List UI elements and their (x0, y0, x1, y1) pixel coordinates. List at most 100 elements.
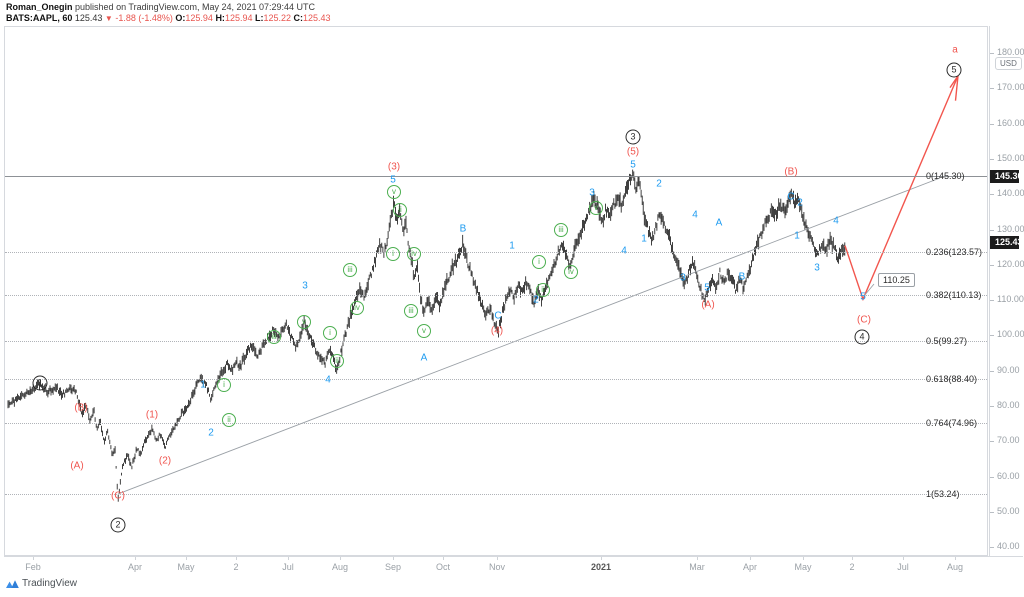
symbol-label[interactable]: BATS:AAPL, 60 (6, 13, 73, 23)
wave-label[interactable]: (B) (784, 166, 798, 178)
wave-label[interactable]: i (532, 255, 546, 269)
projected-path-arrow[interactable] (844, 75, 959, 302)
price-tick-label: 40.00 (997, 541, 1020, 552)
wave-label[interactable]: i (323, 326, 337, 340)
wave-label[interactable]: 5 (390, 174, 396, 186)
price-tick-mark (990, 158, 994, 160)
fibonacci-level-line[interactable] (5, 423, 987, 424)
wave-label[interactable]: 1 (509, 240, 515, 252)
fibonacci-level-label: 0.764(74.96) (926, 418, 978, 428)
wave-label[interactable]: C (494, 310, 502, 322)
wave-label[interactable]: 4 (325, 374, 331, 386)
rising-trendline[interactable] (117, 177, 941, 495)
fibonacci-level-line[interactable] (5, 252, 987, 253)
wave-label[interactable]: ii (393, 203, 407, 217)
time-axis-label: May (794, 562, 812, 572)
wave-label[interactable]: iv (350, 301, 364, 315)
wave-label[interactable]: i (386, 247, 400, 261)
wave-label[interactable]: iv (407, 247, 421, 261)
fibonacci-level-line[interactable] (5, 494, 987, 495)
fibonacci-level-line[interactable] (5, 379, 987, 380)
wave-label[interactable]: (A) (701, 299, 715, 311)
time-axis-label: Apr (127, 562, 143, 572)
wave-label[interactable]: A (715, 217, 723, 229)
target-price-tag[interactable]: 110.25 (878, 273, 915, 287)
wave-label[interactable]: iii (554, 223, 568, 237)
wave-label[interactable]: iii (343, 263, 357, 277)
wave-label[interactable]: iii (404, 304, 418, 318)
wave-label[interactable]: v (297, 315, 311, 329)
wave-label[interactable]: a (952, 44, 958, 56)
last-price: 125.43 (74, 13, 103, 23)
fibonacci-level-label: 0.5(99.27) (926, 336, 968, 346)
wave-label[interactable]: 3 (589, 187, 595, 199)
wave-label[interactable]: ii (536, 283, 550, 297)
tradingview-brand-label: TradingView (22, 578, 78, 589)
wave-label[interactable]: (A) (70, 460, 84, 472)
wave-label[interactable]: iii (267, 330, 281, 344)
wave-label[interactable]: 2 (797, 197, 803, 209)
price-tick-mark (990, 53, 994, 54)
fibonacci-level-line[interactable] (5, 176, 987, 177)
wave-label[interactable]: 2 (656, 178, 662, 190)
wave-label[interactable]: C (787, 191, 795, 203)
price-change: -1.88 (-1.48%) (115, 13, 173, 23)
wave-label[interactable]: 3 (625, 129, 641, 145)
wave-label[interactable]: (4) (490, 325, 504, 337)
wave-label[interactable]: iv (564, 265, 578, 279)
wave-label[interactable]: (B) (74, 402, 88, 414)
fibonacci-level-line[interactable] (5, 341, 987, 342)
wave-label[interactable]: 2 (110, 517, 126, 533)
price-axis[interactable]: USD 180.00 170.00 160.00 150.00 140.00 130.00… (989, 26, 1024, 556)
published-info: published on TradingView.com, May 24, 20… (75, 2, 316, 12)
wave-label[interactable]: 1 (200, 379, 206, 391)
wave-label[interactable]: 1 (32, 375, 48, 391)
time-tick-mark (955, 557, 956, 560)
wave-label[interactable]: 3 (680, 272, 686, 284)
wave-label[interactable]: 5 (704, 282, 710, 294)
wave-label[interactable]: 5 (630, 159, 636, 171)
wave-label[interactable]: 2 (533, 294, 539, 306)
wave-label[interactable]: 1 (641, 233, 647, 245)
wave-label[interactable]: v (417, 324, 431, 338)
chart-plot-area[interactable]: 0(145.30) 0.236(123.57) 0.382(110.13) 0.5(9… (5, 27, 987, 555)
wave-label[interactable]: (1) (145, 409, 159, 421)
wave-label[interactable]: 5 (946, 62, 962, 78)
wave-label[interactable]: 3 (302, 280, 308, 292)
open-label: O: (175, 13, 186, 23)
wave-label[interactable]: (3) (387, 161, 401, 173)
wave-label[interactable]: A (420, 352, 428, 364)
wave-label[interactable]: 3 (814, 262, 820, 274)
tradingview-logo[interactable]: TradingView (6, 578, 77, 589)
wave-label[interactable]: 4 (833, 215, 839, 227)
chart-frame[interactable] (4, 26, 988, 556)
time-axis-label: 2021 (590, 562, 612, 572)
wave-label[interactable]: ii (222, 413, 236, 427)
tradingview-mountain-icon (6, 580, 19, 588)
time-axis-label: 2 (849, 562, 855, 572)
price-tick-label: 70.00 (997, 435, 1020, 446)
wave-label[interactable]: (2) (158, 455, 172, 467)
wave-label[interactable]: 4 (692, 209, 698, 221)
current-price-badge[interactable]: 145.30 (990, 170, 1023, 183)
fibonacci-level-line[interactable] (5, 295, 987, 296)
wave-label[interactable]: B (459, 223, 467, 235)
current-price-badge[interactable]: 125.43 (990, 236, 1023, 249)
wave-label[interactable]: v (589, 201, 603, 215)
wave-label[interactable]: B (738, 271, 746, 283)
wave-label[interactable]: 5 (860, 291, 866, 303)
time-axis[interactable]: Feb Apr May 2 Jul Aug Sep Oct Nov 2021 Mar Apr May 2 J… (4, 556, 1023, 578)
wave-label[interactable]: 4 (854, 329, 870, 345)
wave-label[interactable]: v (387, 185, 401, 199)
wave-label[interactable]: 1 (794, 230, 800, 242)
currency-badge[interactable]: USD (995, 57, 1022, 70)
wave-label[interactable]: (C) (857, 314, 871, 326)
author-name[interactable]: Roman_Onegin (6, 2, 73, 12)
chart-header: Roman_Onegin published on TradingView.co… (6, 2, 331, 24)
wave-label[interactable]: 2 (208, 427, 214, 439)
wave-label[interactable]: (C) (111, 490, 125, 502)
wave-label[interactable]: 4 (621, 245, 627, 257)
wave-label[interactable]: i (217, 378, 231, 392)
wave-label[interactable]: (5) (626, 146, 640, 158)
wave-label[interactable]: ii (330, 354, 344, 368)
